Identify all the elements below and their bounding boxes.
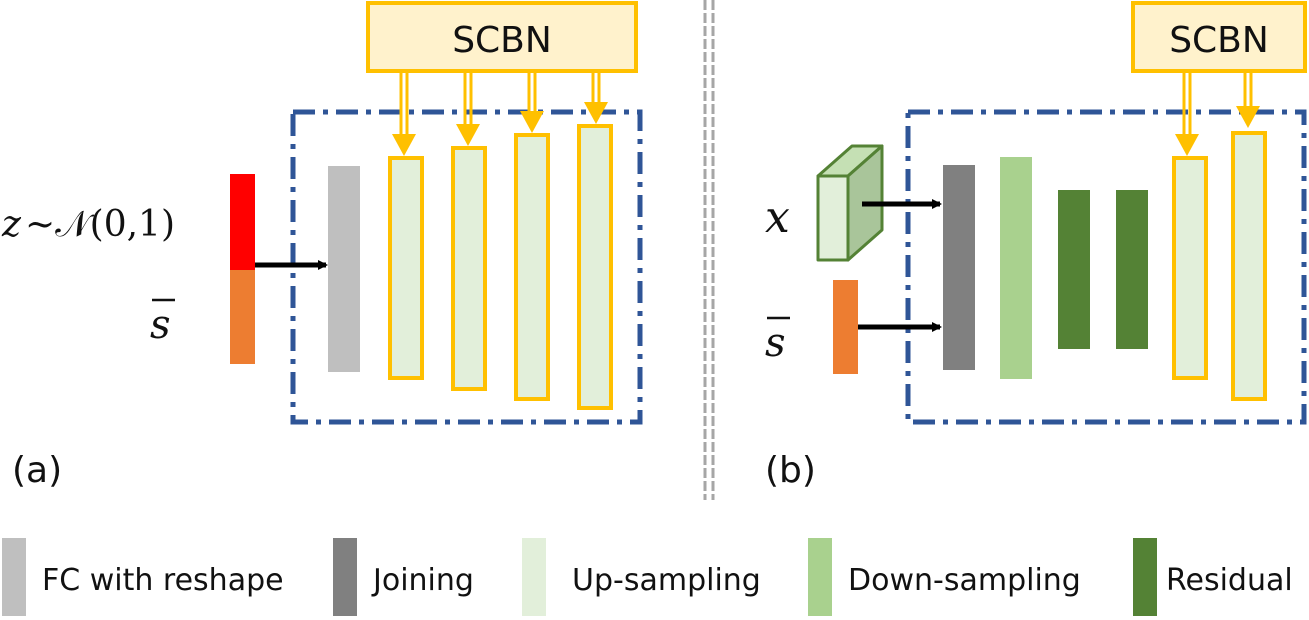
downsampling-layer (1000, 157, 1032, 379)
legend-label-downsampling: Down-sampling (848, 563, 1081, 598)
network-boundary-b (905, 109, 1307, 425)
upsampling-layer-a4 (577, 124, 613, 410)
noise-vector (230, 174, 255, 270)
style-label-b: s (765, 320, 786, 366)
panel-label-a: (a) (12, 450, 62, 491)
residual-layer-1 (1058, 190, 1090, 349)
legend-label-joining: Joining (371, 563, 474, 598)
style-vector-b (833, 280, 858, 374)
panel-b: SCBN x s (b) (765, 1, 1307, 491)
legend-swatch-residual (1133, 538, 1157, 616)
scbn-label-a: SCBN (452, 20, 552, 61)
upsampling-layer-b1 (1172, 156, 1208, 380)
style-vector-a (230, 270, 255, 364)
upsampling-layer-a1 (388, 156, 424, 380)
legend-label-residual: Residual (1166, 563, 1293, 598)
joining-layer (943, 165, 975, 370)
panel-a: SCBN z ~𝒩(0,1) s (1, 1, 643, 491)
scbn-label-b: SCBN (1169, 20, 1269, 61)
residual-layer-2 (1116, 190, 1148, 349)
legend-label-fc: FC with reshape (42, 563, 284, 598)
fc-reshape-layer-a (328, 166, 360, 372)
noise-label: z ~𝒩(0,1) (1, 204, 175, 245)
panel-label-b: (b) (765, 450, 816, 491)
input-label-x: x (765, 192, 790, 243)
legend-label-upsampling: Up-sampling (572, 563, 761, 598)
legend-swatch-upsampling (522, 538, 546, 616)
scbn-box-b (1131, 1, 1307, 73)
noise-label-dist: ~𝒩(0,1) (25, 204, 175, 245)
upsampling-layer-a2 (451, 146, 487, 391)
style-label-a: s (150, 302, 171, 348)
legend-swatch-joining (333, 538, 357, 616)
scbn-arrows-b (1175, 73, 1260, 156)
upsampling-layer-b2 (1231, 131, 1267, 401)
scbn-arrows-a (392, 73, 608, 156)
scbn-box-a (366, 1, 638, 73)
noise-label-z: z (1, 204, 22, 245)
legend: FC with reshape Joining Up-sampling Down… (2, 538, 1293, 616)
panel-separator (703, 0, 715, 500)
legend-swatch-fc (2, 538, 26, 616)
legend-swatch-downsampling (808, 538, 832, 616)
upsampling-layer-a3 (514, 133, 550, 401)
